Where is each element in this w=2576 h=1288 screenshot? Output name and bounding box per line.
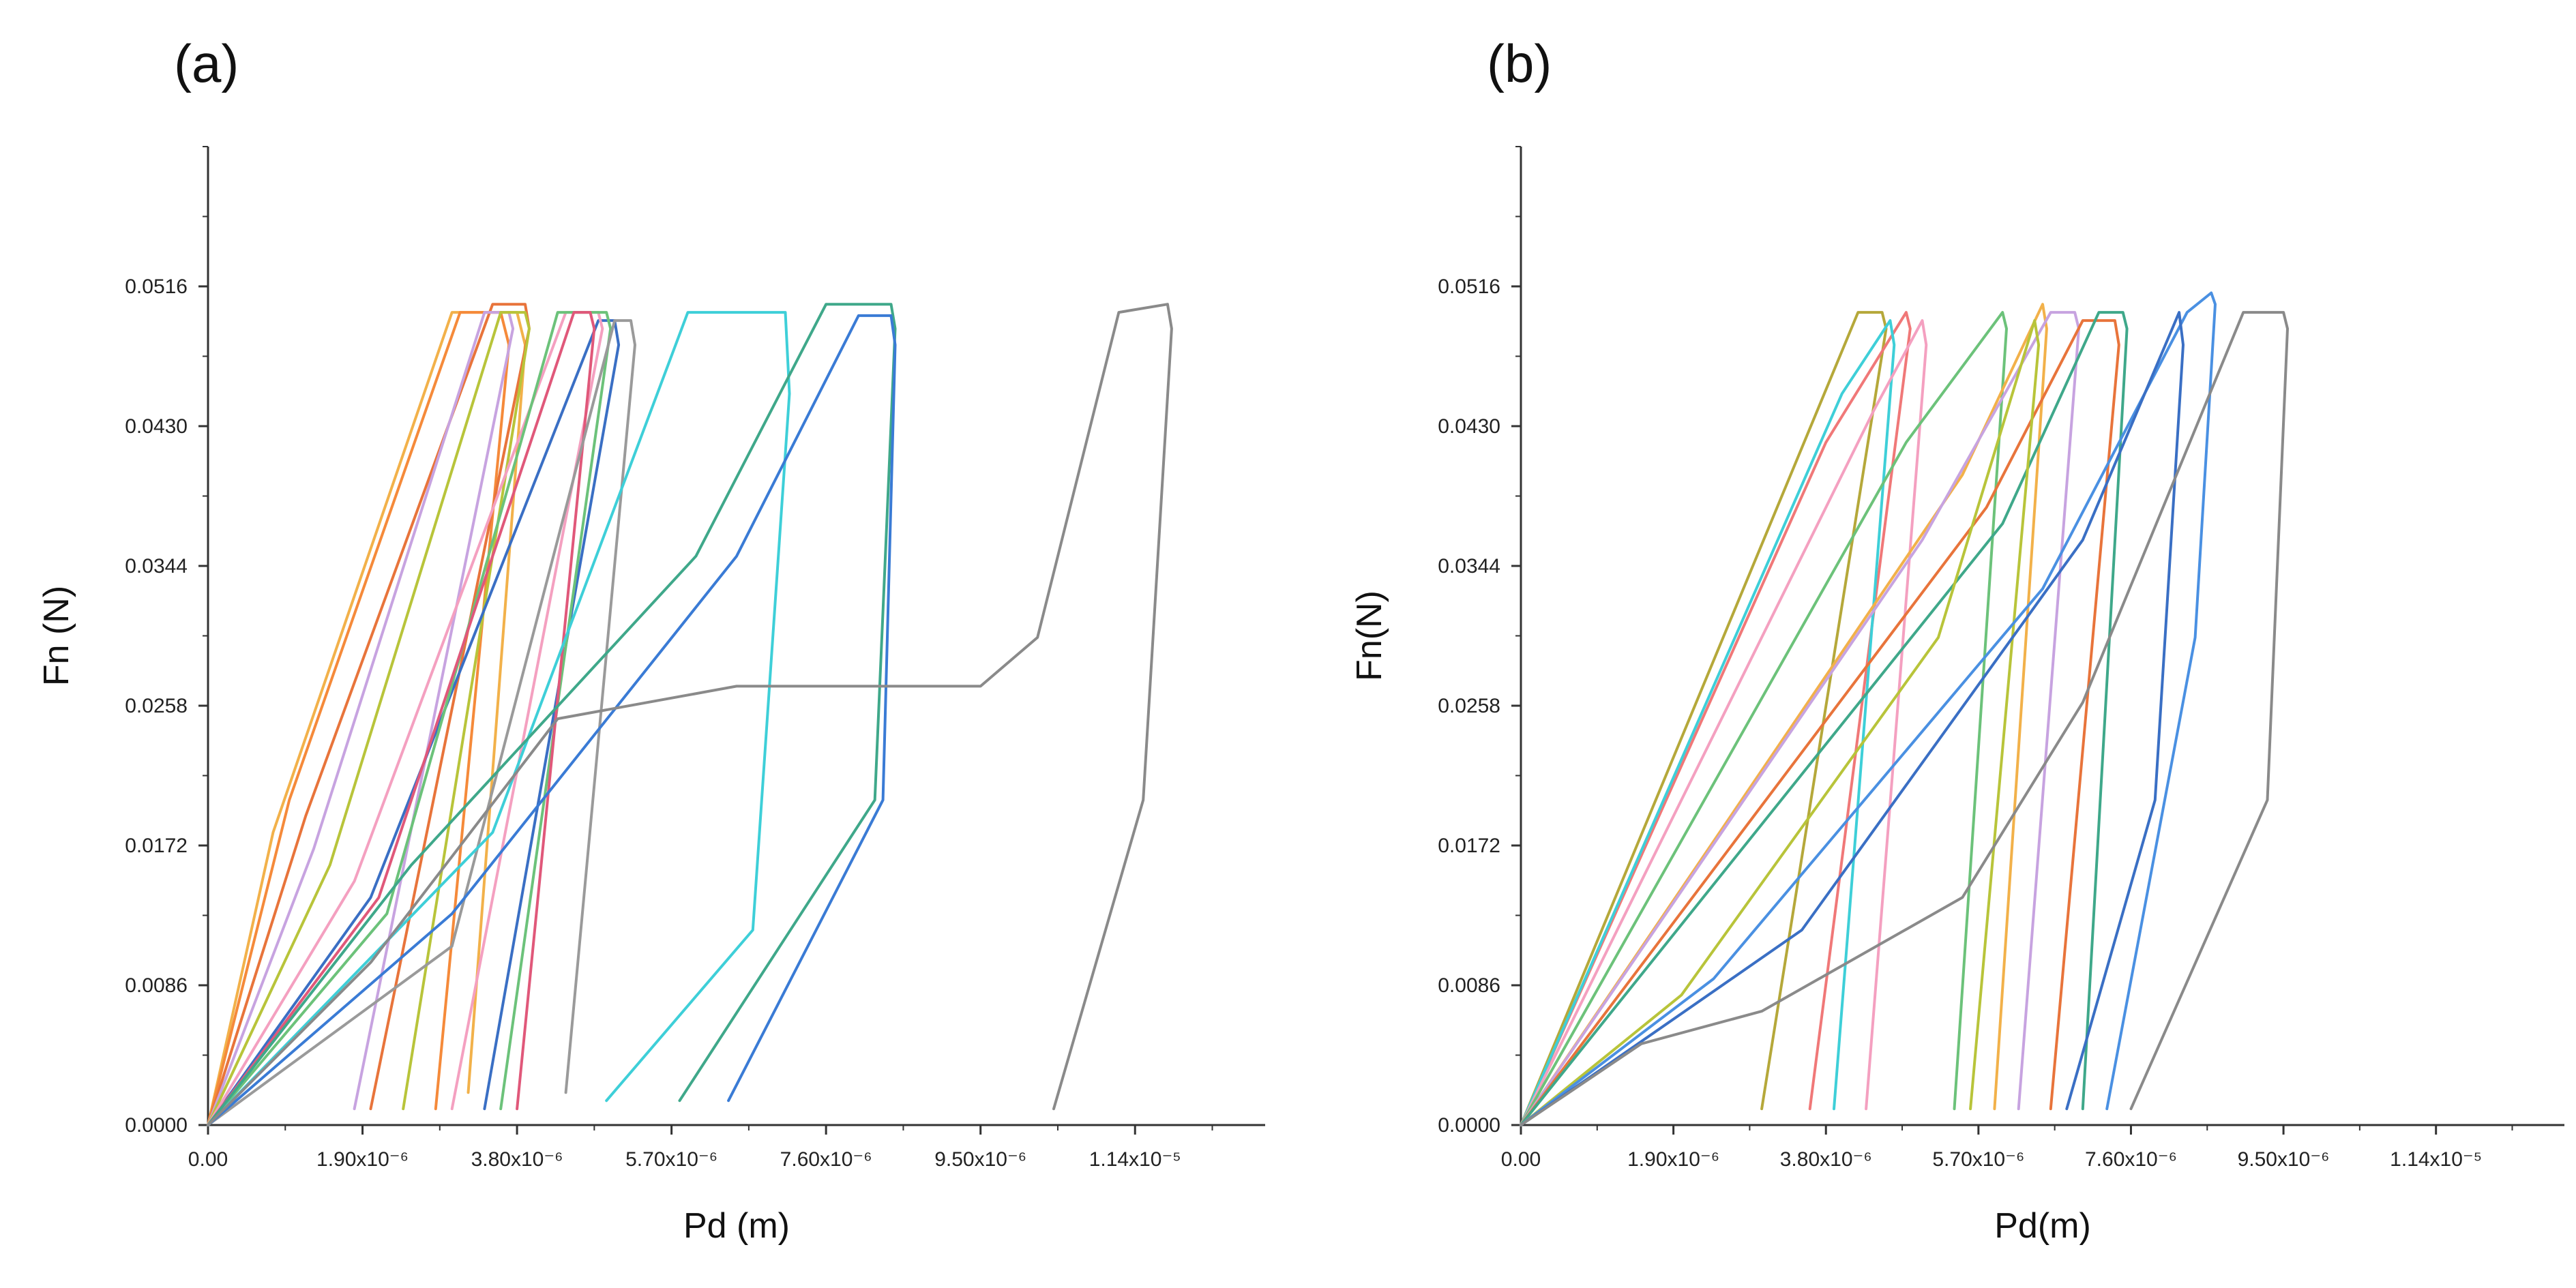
chart-b-series-5	[1520, 311, 2008, 1126]
chart-b-y-tick-label: 0.0172	[1438, 835, 1500, 857]
chart-a-x-tick-label: 1.90x10⁻⁶	[316, 1148, 409, 1171]
chart-a-series-9	[207, 311, 596, 1126]
chart-a-series-7	[207, 311, 604, 1126]
chart-a-series-10	[207, 319, 636, 1126]
chart-a-y-tick-label: 0.0516	[125, 275, 188, 298]
chart-a-x-axis-label: Pd (m)	[683, 1206, 790, 1246]
chart-a-series-13	[207, 314, 897, 1126]
chart-b-x-tick-label: 0.00	[1501, 1148, 1541, 1171]
chart-a-series-2	[207, 311, 511, 1126]
chart-b-series-6	[1520, 303, 2048, 1126]
chart-b-series-10	[1520, 319, 2041, 1126]
chart-a-x-tick-label: 1.14x10⁻⁵	[1089, 1148, 1181, 1171]
chart-a-x-tick-label: 7.60x10⁻⁶	[780, 1148, 872, 1171]
chart-a-y-tick-label: 0.0086	[125, 974, 188, 997]
chart-a-y-tick-label: 0.0258	[125, 695, 188, 717]
chart-b-series-11	[1520, 291, 2217, 1126]
chart-b-y-tick-label: 0.0258	[1438, 695, 1500, 717]
chart-b-series-13	[1520, 311, 2289, 1126]
chart-b-x-tick-label: 3.80x10⁻⁶	[1780, 1148, 1872, 1171]
chart-a-y-tick-label: 0.0430	[125, 415, 188, 438]
chart-b-series-9	[1520, 311, 2129, 1126]
chart-b-y-tick-label: 0.0516	[1438, 275, 1500, 298]
chart-a-y-tick-label: 0.0344	[125, 555, 188, 578]
chart-a-panel-label: (a)	[174, 33, 239, 93]
chart-a-x-tick-label: 9.50x10⁻⁶	[934, 1148, 1026, 1171]
chart-a-series-4	[207, 311, 515, 1126]
chart-a-series-14	[207, 303, 1173, 1126]
chart-a-y-tick-label: 0.0000	[125, 1114, 188, 1137]
chart-b-x-tick-label: 5.70x10⁻⁶	[1932, 1148, 2024, 1171]
chart-b-x-tick-label: 7.60x10⁻⁶	[2085, 1148, 2177, 1171]
chart-b-x-axis-label: Pd(m)	[1994, 1206, 2091, 1246]
chart-b-x-tick-label: 1.90x10⁻⁶	[1627, 1148, 1719, 1171]
chart-b-series-7	[1520, 311, 2080, 1126]
chart-b-series-1	[1520, 311, 1888, 1126]
chart-a: (a) 0.0000 0.0086 0.0172 0.0258 0.0344 0.0430 0…	[37, 33, 1265, 1246]
chart-b-panel-label: (b)	[1487, 33, 1552, 93]
chart-b-series-8	[1520, 319, 2120, 1126]
chart-b-series-12	[1520, 311, 2185, 1126]
chart-a-series-6	[207, 319, 621, 1126]
chart-b-x-tick-label: 1.14x10⁻⁵	[2390, 1148, 2482, 1171]
chart-b-x-tick-label: 9.50x10⁻⁶	[2238, 1148, 2330, 1171]
chart-a-x-tick-label: 0.00	[188, 1148, 228, 1171]
chart-a-x-tick-label: 5.70x10⁻⁶	[625, 1148, 717, 1171]
chart-b: (b) 0.0000 0.0086 0.0172 0.0258 0.0344 0.0430 0…	[1350, 33, 2564, 1246]
chart-b-y-axis-label: Fn(N)	[1350, 590, 1389, 681]
chart-b-y-tick-label: 0.0000	[1438, 1114, 1500, 1137]
chart-b-y-tick-label: 0.0344	[1438, 555, 1500, 578]
chart-a-series-5	[207, 311, 531, 1126]
chart-a-x-tick-label: 3.80x10⁻⁶	[471, 1148, 563, 1171]
chart-a-y-tick-label: 0.0172	[125, 835, 188, 857]
chart-a-series-11	[207, 311, 791, 1126]
chart-b-y-tick-label: 0.0430	[1438, 415, 1500, 438]
chart-b-y-tick-label: 0.0086	[1438, 974, 1500, 997]
chart-a-series-12	[207, 303, 897, 1126]
chart-b-series-3	[1520, 319, 1896, 1126]
chart-a-series-3	[207, 303, 531, 1126]
chart-b-series-4	[1520, 319, 1928, 1126]
chart-b-series-2	[1520, 311, 1912, 1126]
chart-a-y-axis-label: Fn (N)	[37, 586, 76, 686]
